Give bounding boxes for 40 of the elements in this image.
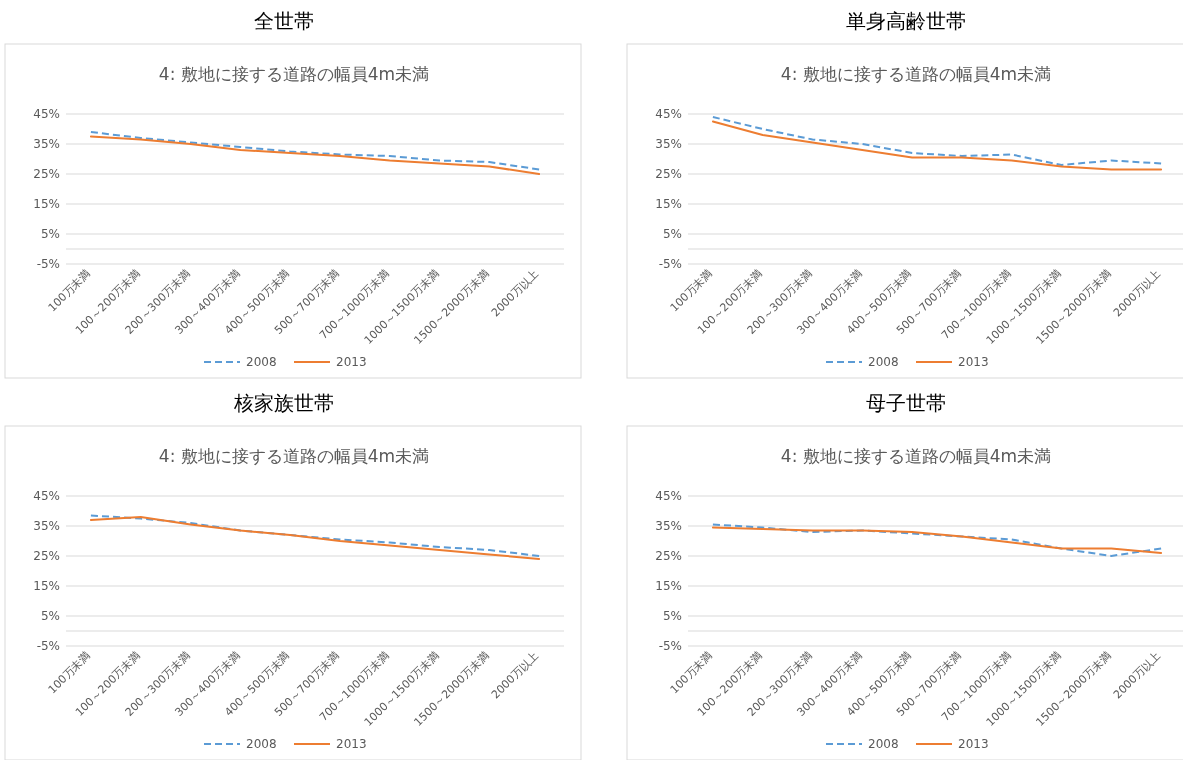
y-tick-label: 25% [655, 549, 682, 563]
y-tick-label: 25% [655, 167, 682, 181]
y-tick-label: 5% [40, 609, 60, 623]
y-tick-label: 35% [655, 519, 682, 533]
y-tick-label: -5% [36, 639, 60, 653]
legend-label: 2008 [246, 355, 277, 369]
y-tick-label: 45% [33, 107, 60, 121]
chart-title: 母子世帯 [866, 391, 946, 415]
chart-title: 単身高齢世帯 [846, 9, 966, 33]
chart-title: 核家族世帯 [233, 391, 334, 415]
legend-label: 2013 [958, 355, 989, 369]
legend-label: 2008 [246, 737, 277, 751]
y-tick-label: 5% [662, 609, 682, 623]
legend-label: 2008 [868, 737, 899, 751]
y-tick-label: 35% [33, 519, 60, 533]
y-tick-label: 25% [33, 167, 60, 181]
y-tick-label: -5% [658, 639, 682, 653]
legend-label: 2013 [336, 355, 367, 369]
y-tick-label: 35% [33, 137, 60, 151]
chart-subtitle: 4: 敷地に接する道路の幅員4m未満 [158, 64, 430, 84]
y-tick-label: 15% [33, 579, 60, 593]
y-tick-label: 15% [655, 197, 682, 211]
chart-subtitle: 4: 敷地に接する道路の幅員4m未満 [780, 446, 1052, 466]
chart-subtitle: 4: 敷地に接する道路の幅員4m未満 [780, 64, 1052, 84]
y-tick-label: 35% [655, 137, 682, 151]
legend-label: 2008 [868, 355, 899, 369]
y-tick-label: 15% [655, 579, 682, 593]
y-tick-label: 15% [33, 197, 60, 211]
y-tick-label: 45% [655, 107, 682, 121]
legend-label: 2013 [336, 737, 367, 751]
chart-title: 全世帯 [254, 9, 314, 33]
y-tick-label: -5% [658, 257, 682, 271]
chart-subtitle: 4: 敷地に接する道路の幅員4m未満 [158, 446, 430, 466]
y-tick-label: 25% [33, 549, 60, 563]
legend-label: 2013 [958, 737, 989, 751]
y-tick-label: 5% [662, 227, 682, 241]
y-tick-label: 5% [40, 227, 60, 241]
y-tick-label: 45% [655, 489, 682, 503]
y-tick-label: -5% [36, 257, 60, 271]
y-tick-label: 45% [33, 489, 60, 503]
